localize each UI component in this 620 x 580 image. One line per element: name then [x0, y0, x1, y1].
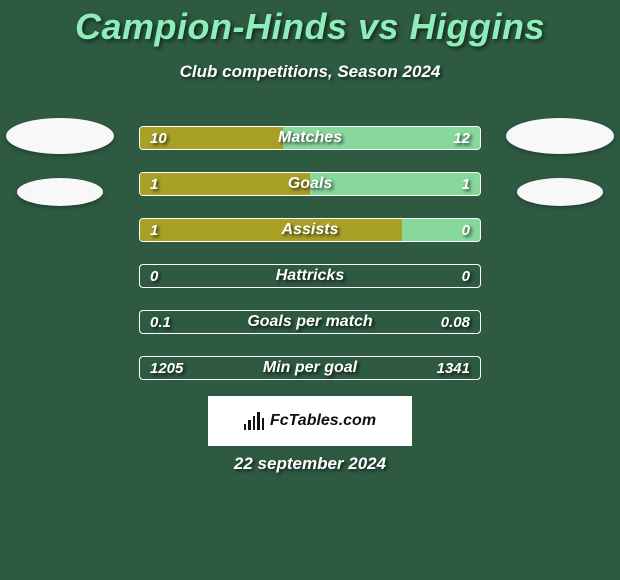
logo-bar [244, 424, 246, 430]
stat-label: Hattricks [140, 265, 480, 287]
stat-row: 10Assists [139, 218, 481, 242]
stat-row: 1205 1341Min per goal [139, 356, 481, 380]
stat-value-right: 12 [453, 127, 470, 149]
player-left-avatars [0, 118, 120, 206]
stat-value-left: 1 [150, 219, 158, 241]
stat-bar-left [140, 173, 310, 195]
brand-logo-icon [244, 412, 264, 430]
stat-value-left: 0 [150, 265, 158, 287]
player-left-avatar [6, 118, 114, 154]
stat-value-right: 1341 [437, 357, 470, 379]
stat-value-right: 0.08 [441, 311, 470, 333]
stat-row: 11Goals [139, 172, 481, 196]
logo-bar [257, 412, 259, 430]
player-right-avatar [506, 118, 614, 154]
page-title: Campion-Hinds vs Higgins [0, 0, 620, 48]
stat-bar-left [140, 219, 402, 241]
logo-bar [248, 420, 250, 430]
stat-row: 0.1 0.08Goals per match [139, 310, 481, 334]
stat-row: 1012Matches [139, 126, 481, 150]
brand-name: FcTables.com [270, 412, 376, 430]
player-left-team-badge [17, 178, 103, 206]
player-right-avatars [500, 118, 620, 206]
stat-bar-right [283, 127, 480, 149]
player-right-team-badge [517, 178, 603, 206]
stat-value-left: 10 [150, 127, 167, 149]
stat-label: Goals per match [140, 311, 480, 333]
stat-value-left: 0.1 [150, 311, 171, 333]
brand-badge[interactable]: FcTables.com [208, 396, 412, 446]
stat-value-right: 1 [462, 173, 470, 195]
footer-date: 22 september 2024 [0, 454, 620, 474]
stat-row: 0 0Hattricks [139, 264, 481, 288]
stat-value-right: 0 [462, 219, 470, 241]
page-subtitle: Club competitions, Season 2024 [0, 62, 620, 82]
stats-table: 1012Matches11Goals10Assists00Hattricks0.… [139, 126, 481, 402]
logo-bar [262, 418, 264, 430]
stat-value-left: 1205 [150, 357, 183, 379]
comparison-card: Campion-Hinds vs Higgins Club competitio… [0, 0, 620, 580]
logo-bar [253, 416, 255, 430]
stat-bar-right [310, 173, 480, 195]
stat-value-right: 0 [462, 265, 470, 287]
stat-label: Min per goal [140, 357, 480, 379]
stat-value-left: 1 [150, 173, 158, 195]
